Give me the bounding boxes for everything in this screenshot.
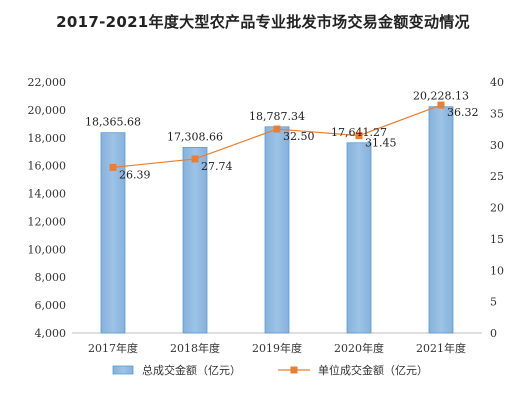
x-tick-label: 2018年度: [170, 341, 220, 355]
line-point: [273, 125, 281, 133]
line-data-label: 31.45: [365, 137, 397, 150]
bar: [182, 147, 208, 334]
bar-data-label: 17,641.27: [331, 126, 387, 139]
x-tick-label: 2021年度: [416, 341, 466, 355]
y-left-tick-label: 12,000: [28, 215, 67, 228]
y-right-tick-label: 15: [490, 233, 504, 246]
bar-data-label: 20,228.13: [413, 90, 469, 103]
line-data-label: 32.50: [283, 130, 315, 143]
bar: [100, 132, 126, 334]
bar-data-label: 17,308.66: [167, 130, 223, 143]
y-right-tick-label: 30: [490, 139, 504, 152]
chart-title: 2017-2021年度大型农产品专业批发市场交易金额变动情况: [56, 13, 470, 31]
line-point: [437, 101, 445, 109]
y-right-tick-label: 0: [490, 327, 497, 340]
line-data-label: 36.32: [447, 106, 479, 119]
y-right-tick-label: 25: [490, 170, 504, 183]
y-left-tick-label: 4,000: [35, 327, 67, 340]
line-point: [355, 132, 363, 140]
x-tick-label: 2017年度: [88, 341, 138, 355]
y-right-tick-label: 10: [490, 264, 504, 277]
bar: [346, 142, 372, 334]
y-left-tick-label: 6,000: [35, 299, 67, 312]
y-left-tick-label: 20,000: [28, 104, 67, 117]
line-point: [191, 155, 199, 163]
line-point: [109, 163, 117, 171]
y-left-tick-label: 14,000: [28, 188, 67, 201]
bar: [264, 126, 290, 334]
y-left-tick-label: 8,000: [35, 271, 67, 284]
bar-data-label: 18,365.68: [85, 116, 141, 129]
legend-bar-label: 总成交金额（亿元）: [142, 363, 241, 377]
legend-line-marker: [290, 366, 298, 374]
legend-line-label: 单位成交金额（亿元）: [318, 363, 428, 377]
bar: [428, 106, 454, 334]
y-right-tick-label: 40: [490, 76, 504, 89]
line-data-label: 27.74: [201, 160, 233, 173]
x-tick-label: 2020年度: [334, 341, 384, 355]
y-left-tick-label: 10,000: [28, 243, 67, 256]
x-tick-label: 2019年度: [252, 341, 302, 355]
legend-bar-swatch: [112, 365, 134, 375]
y-right-tick-label: 35: [490, 107, 504, 120]
line-data-label: 26.39: [119, 168, 151, 181]
y-left-tick-label: 22,000: [28, 76, 67, 89]
y-right-tick-label: 20: [490, 202, 504, 215]
y-left-tick-label: 18,000: [28, 132, 67, 145]
y-right-tick-label: 5: [490, 296, 497, 309]
bar-data-label: 18,787.34: [249, 110, 305, 123]
y-left-tick-label: 16,000: [28, 160, 67, 173]
